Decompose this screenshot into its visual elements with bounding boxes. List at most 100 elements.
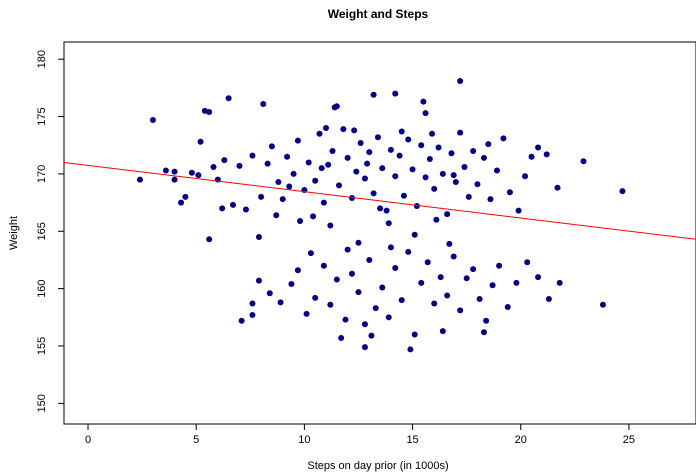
point — [277, 299, 284, 306]
point — [433, 216, 440, 223]
point — [351, 127, 358, 134]
point — [290, 170, 297, 177]
point — [264, 160, 271, 167]
point — [431, 300, 438, 307]
point — [500, 135, 507, 142]
point — [249, 152, 256, 159]
point — [348, 270, 355, 277]
point — [513, 279, 520, 286]
point — [206, 236, 213, 243]
point — [357, 139, 364, 146]
point — [260, 100, 267, 107]
y-tick-label: 150 — [36, 394, 48, 412]
point — [320, 262, 327, 269]
point — [188, 169, 195, 176]
point — [294, 267, 301, 274]
point — [312, 294, 319, 301]
point — [392, 264, 399, 271]
y-tick-label: 170 — [36, 165, 48, 183]
point — [422, 174, 429, 181]
point — [392, 90, 399, 97]
point — [338, 334, 345, 341]
point — [448, 150, 455, 157]
point — [446, 240, 453, 247]
point — [279, 196, 286, 203]
point — [136, 176, 143, 183]
point — [379, 284, 386, 291]
point — [480, 154, 487, 161]
point — [450, 172, 457, 179]
point — [398, 297, 405, 304]
point — [353, 168, 360, 175]
point — [149, 117, 156, 124]
plot-frame — [63, 41, 696, 425]
point — [236, 162, 243, 169]
point — [424, 259, 431, 266]
point — [457, 307, 464, 314]
point — [418, 142, 425, 149]
point — [342, 316, 349, 323]
point — [535, 274, 542, 281]
y-axis-label: Weight — [8, 216, 20, 250]
point — [452, 178, 459, 185]
point — [435, 144, 442, 151]
point — [379, 165, 386, 172]
point — [422, 110, 429, 117]
point — [162, 167, 169, 174]
point — [420, 98, 427, 105]
point — [225, 95, 232, 102]
point — [431, 185, 438, 192]
point — [275, 178, 282, 185]
point — [413, 203, 420, 210]
point — [383, 207, 390, 214]
point — [522, 173, 529, 180]
point — [303, 310, 310, 317]
point — [182, 193, 189, 200]
point — [461, 164, 468, 171]
point — [297, 217, 304, 224]
point — [474, 181, 481, 188]
point — [407, 346, 414, 353]
trend-line — [63, 161, 696, 240]
point — [489, 282, 496, 289]
point — [249, 312, 256, 319]
point — [206, 108, 213, 115]
point — [470, 147, 477, 154]
point — [400, 192, 407, 199]
point — [504, 303, 511, 310]
point — [355, 239, 362, 246]
point — [437, 274, 444, 281]
point — [387, 244, 394, 251]
point — [385, 314, 392, 321]
point — [310, 213, 317, 220]
point — [355, 289, 362, 296]
x-tick-label: 25 — [623, 434, 635, 446]
point — [323, 125, 330, 132]
point — [361, 321, 368, 328]
point — [515, 207, 522, 214]
point — [284, 153, 291, 160]
point — [506, 189, 513, 196]
x-tick-label: 20 — [515, 434, 527, 446]
point — [556, 279, 563, 286]
point — [392, 173, 399, 180]
point — [374, 134, 381, 141]
point — [418, 279, 425, 286]
point — [444, 211, 451, 218]
point — [171, 176, 178, 183]
point — [496, 262, 503, 269]
point — [457, 78, 464, 85]
point — [387, 146, 394, 153]
point — [470, 266, 477, 273]
point — [372, 305, 379, 312]
point — [396, 152, 403, 159]
point — [465, 193, 472, 200]
point — [273, 212, 280, 219]
point — [528, 153, 535, 160]
chart-title: Weight and Steps — [328, 7, 429, 21]
point — [485, 141, 492, 148]
point — [368, 332, 375, 339]
point — [398, 128, 405, 135]
point — [344, 154, 351, 161]
